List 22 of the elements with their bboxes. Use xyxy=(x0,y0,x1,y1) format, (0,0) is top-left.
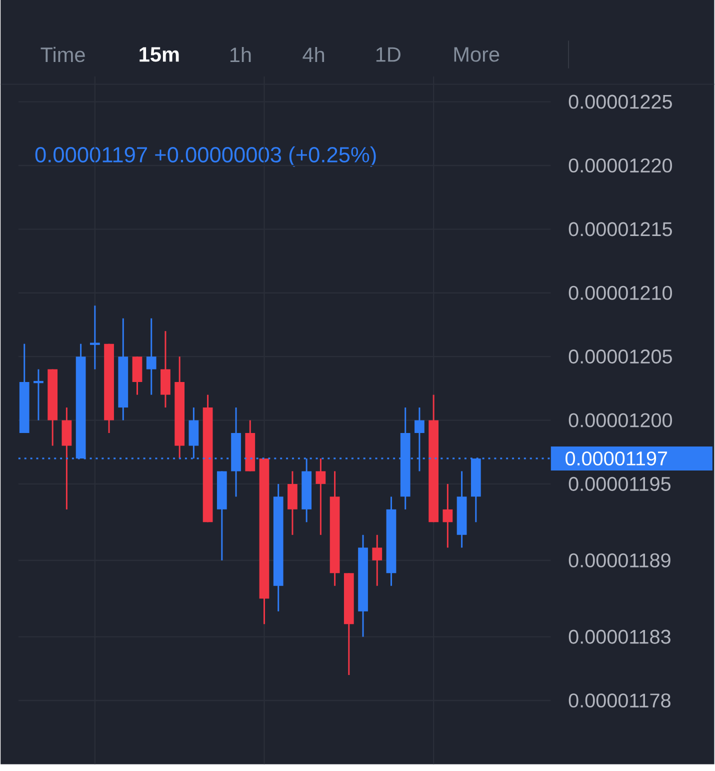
y-tick-label: 0.00001215 xyxy=(568,222,672,236)
text: More xyxy=(454,47,500,62)
text: 1h xyxy=(230,46,251,62)
y-tick-label: 0.00001225 xyxy=(568,94,672,109)
candlestick xyxy=(146,318,156,396)
text: 15m xyxy=(140,47,179,62)
candlestick xyxy=(316,458,326,536)
ref-line-label: 0.00001197 xyxy=(566,451,668,466)
y-tick-label: 0.00001220 xyxy=(568,158,672,172)
y-tick-label: 0.00001195 xyxy=(568,476,671,491)
y-tick-label: 0.00001189 xyxy=(568,553,670,568)
y-tick-label: 0.00001183 xyxy=(568,630,671,644)
text: 0.00001197 +0.00000003 (+0.25%) xyxy=(35,146,376,167)
text: 4h xyxy=(302,46,324,62)
text: 1D xyxy=(376,47,401,62)
y-tick-label: 0.00001200 xyxy=(568,413,672,428)
candlestick xyxy=(442,483,453,548)
y-tick-label: 0.00001205 xyxy=(568,350,672,364)
candlestick xyxy=(372,534,382,587)
y-tick-label: 0.00001178 xyxy=(568,693,671,708)
y-tick-label: 0.00001210 xyxy=(568,286,672,300)
text: Time xyxy=(40,46,85,62)
